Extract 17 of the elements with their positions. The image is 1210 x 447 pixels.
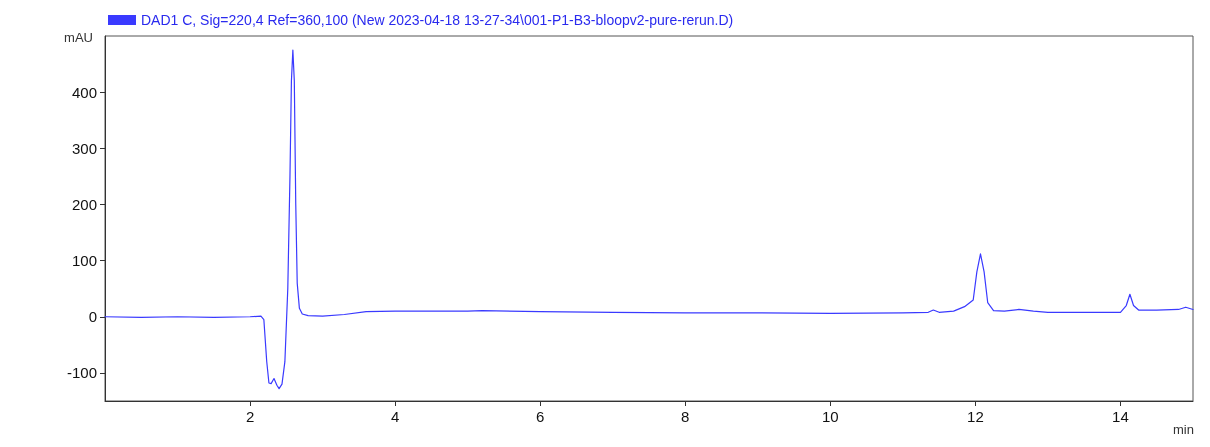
y-axis-title: mAU bbox=[64, 30, 93, 45]
x-tick-label: 4 bbox=[390, 408, 400, 425]
y-tick-label: 100 bbox=[71, 252, 97, 270]
x-tick-label: 12 bbox=[967, 408, 984, 425]
y-tick-label: -100 bbox=[66, 364, 97, 382]
x-tick-label: 6 bbox=[536, 408, 545, 425]
x-tick-label: 2 bbox=[245, 408, 255, 425]
x-tick-label: 8 bbox=[681, 408, 690, 425]
line-series bbox=[104, 49, 1194, 390]
y-tick-label: 300 bbox=[71, 139, 97, 157]
y-tick-label: 0 bbox=[88, 308, 97, 326]
x-tick-label: 14 bbox=[1112, 408, 1129, 425]
x-tick-label: 10 bbox=[821, 408, 839, 425]
x-axis-title: min bbox=[1173, 422, 1194, 437]
legend-label: DAD1 C, Sig=220,4 Ref=360,100 (New 2023-04-18 13-27-34\001-P1-B3-bloopv2-pure-rerun.D) bbox=[141, 12, 734, 28]
y-tick-label: 400 bbox=[71, 83, 97, 101]
y-tick-label: 200 bbox=[71, 195, 97, 213]
